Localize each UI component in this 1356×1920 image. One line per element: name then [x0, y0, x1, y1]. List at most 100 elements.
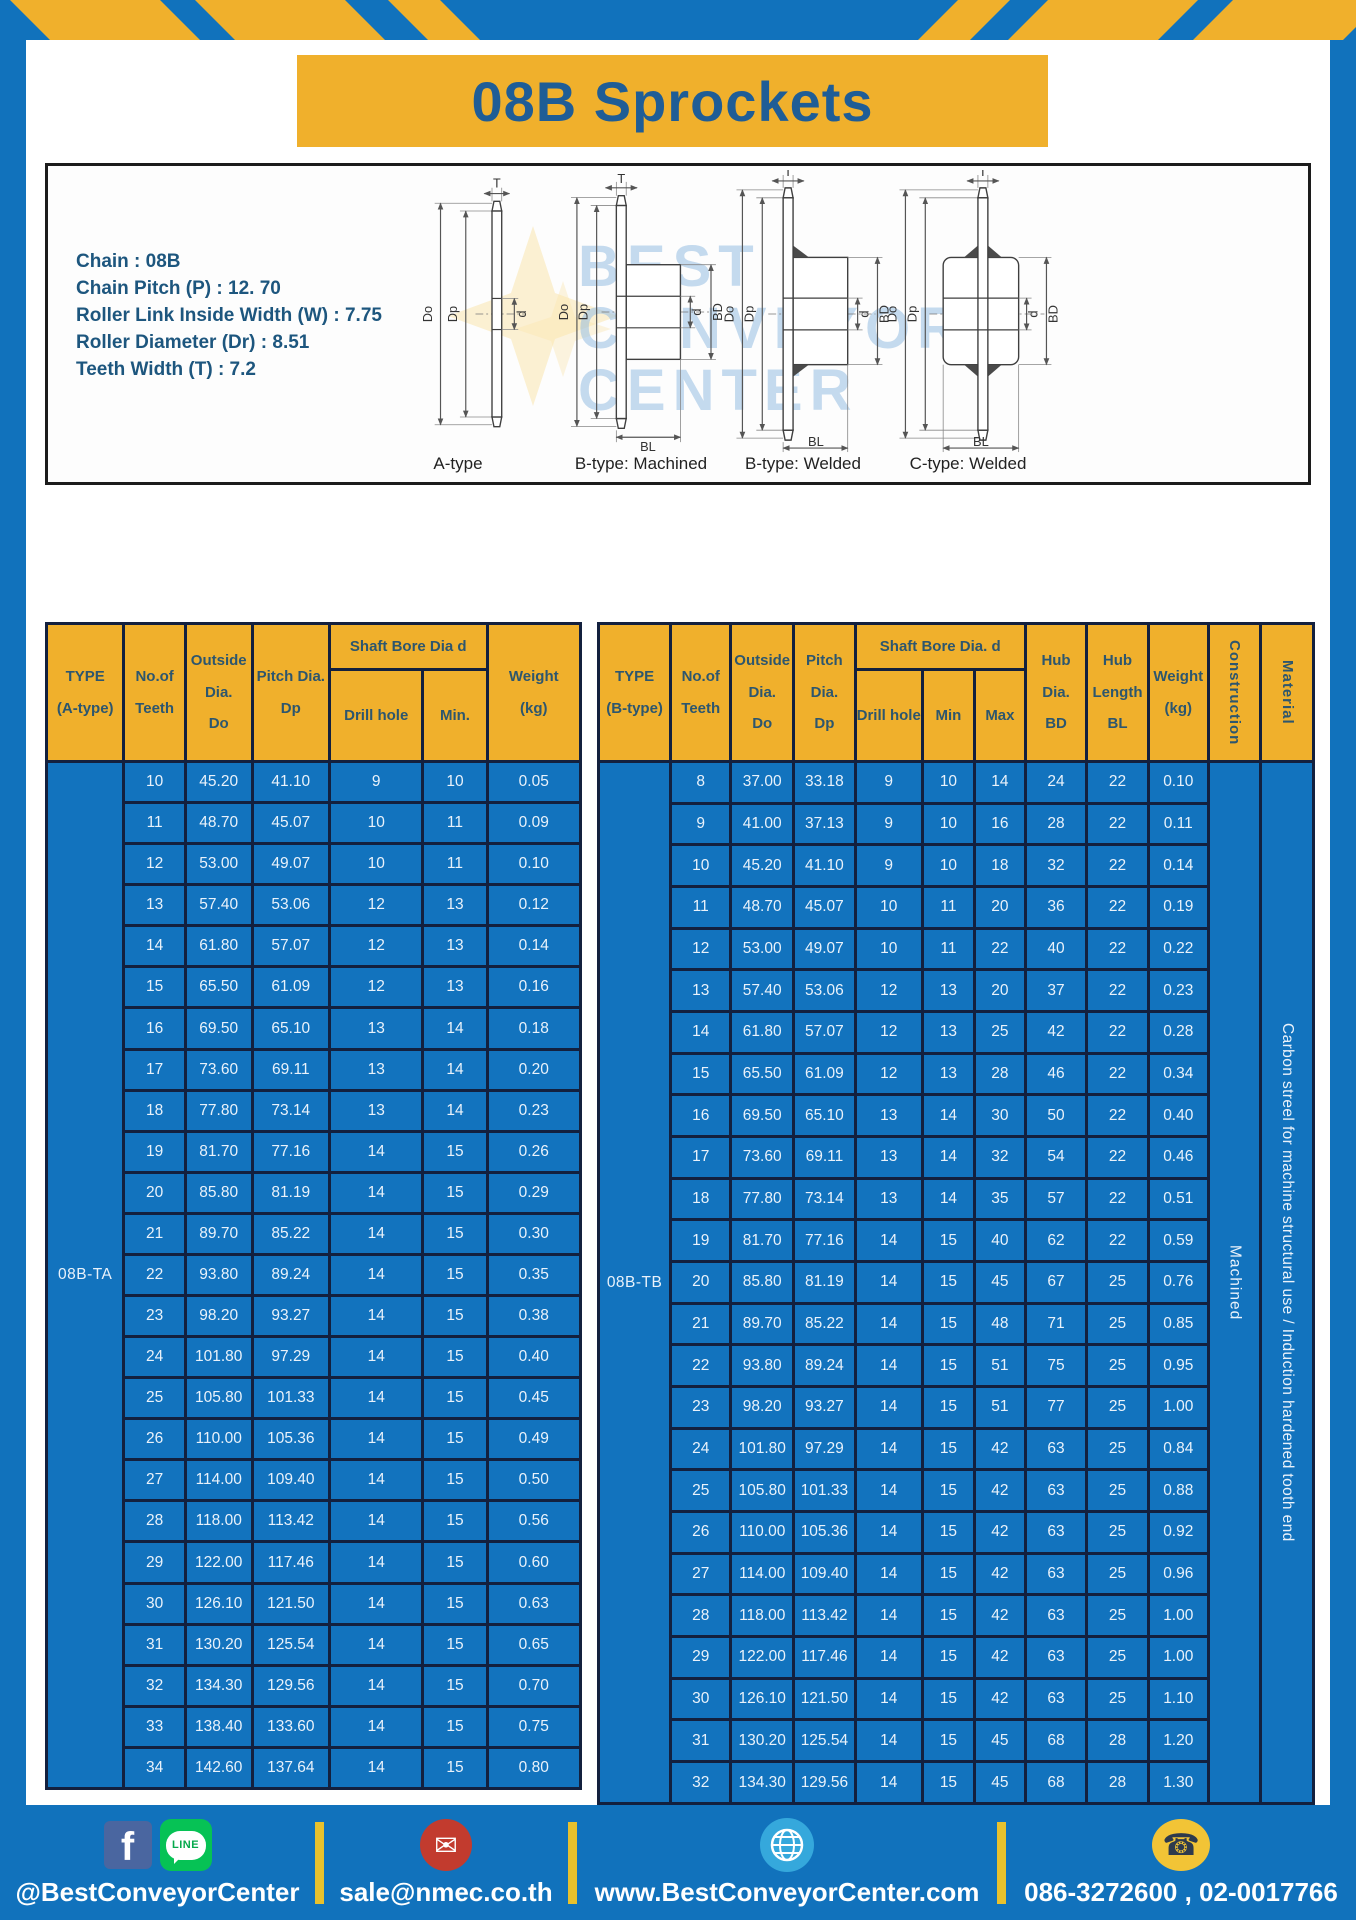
table-cell: 30	[973, 1093, 1027, 1139]
dim-label-dp: Dp	[904, 306, 919, 323]
stripe-decoration	[1193, 0, 1356, 40]
table-cell: 19	[122, 1129, 187, 1174]
table-cell: 37.13	[792, 801, 857, 847]
table-cell: 27	[122, 1458, 187, 1503]
table-cell: 15	[920, 1426, 977, 1472]
table-cell: 13	[853, 1176, 924, 1222]
table-cell: 129.56	[250, 1663, 332, 1708]
table-cell: 14	[327, 1540, 425, 1585]
table-cell: 68	[1023, 1760, 1089, 1805]
table-cell: 46	[1023, 1051, 1089, 1097]
table-cell: 14	[853, 1593, 924, 1639]
stripe-decoration	[10, 0, 200, 40]
table-cell: 93.27	[792, 1385, 857, 1430]
table-cell: 37	[1023, 968, 1089, 1014]
table-cell: 25	[1085, 1468, 1150, 1514]
table-cell: 16	[669, 1093, 733, 1139]
table-cell: 48.70	[729, 885, 796, 930]
table-cell: 15	[920, 1551, 977, 1597]
table-cell: 14	[327, 1417, 425, 1462]
table-cell: 31	[669, 1718, 733, 1764]
table-cell: 41.10	[250, 759, 332, 805]
table-cell: 105.80	[729, 1468, 796, 1514]
table-cell: 22	[1085, 1218, 1150, 1264]
table-row: 29 122.00 117.46 14 15 0.60	[47, 1540, 583, 1585]
table-cell: 109.40	[250, 1458, 332, 1503]
table-row: 9 41.00 37.13 9 10 16 28 22 0.11	[599, 801, 1314, 847]
table-cell: 69.50	[729, 1093, 796, 1139]
table-cell: 18	[122, 1088, 187, 1133]
table-cell: 65.10	[792, 1093, 857, 1139]
table-row: 31 130.20 125.54 14 15 0.65	[47, 1622, 583, 1667]
table-row: 22 93.80 89.24 14 15 0.35	[47, 1252, 583, 1298]
table-row: 33 138.40 133.60 14 15 0.75	[47, 1704, 583, 1749]
table-cell: 42	[973, 1635, 1027, 1680]
table-cell: 14	[973, 760, 1027, 805]
table-cell: 25	[973, 1010, 1027, 1055]
table-row: 25 105.80 101.33 14 15 42 63 25 0.88	[599, 1468, 1314, 1514]
line-bubble-tail	[173, 1857, 181, 1864]
table-cell: 29	[122, 1540, 187, 1585]
table-cell: 23	[122, 1294, 187, 1339]
table-cell: 22	[122, 1252, 187, 1298]
table-cell: 57.40	[729, 968, 796, 1014]
table-cell: 57	[1023, 1176, 1089, 1222]
table-cell: 0.92	[1146, 1510, 1210, 1555]
table-cell: 57.07	[792, 1010, 857, 1055]
table-cell: 34	[122, 1745, 187, 1791]
table-cell: 14	[853, 1426, 924, 1472]
table-cell: 113.42	[250, 1499, 332, 1544]
website-text: www.BestConveyorCenter.com	[594, 1877, 980, 1907]
table-cell: 12	[669, 926, 733, 972]
table-cell: 9	[853, 760, 924, 805]
table-cell: 0.63	[485, 1581, 583, 1626]
table-cell: 14	[920, 1176, 977, 1222]
dim-label-bl: BL	[808, 434, 824, 449]
table-cell: 11	[920, 926, 977, 972]
table-row: 16 69.50 65.10 13 14 0.18	[47, 1006, 583, 1051]
table-cell: 25	[1085, 1635, 1150, 1680]
table-cell: 61.80	[729, 1010, 796, 1055]
col-header-min: Min.	[421, 668, 489, 763]
table-cell: 109.40	[792, 1551, 857, 1597]
table-cell: 138.40	[183, 1704, 254, 1749]
table-cell: 42	[973, 1551, 1027, 1597]
table-cell: 93.80	[729, 1343, 796, 1389]
type-merged-cell: 08B-TA	[44, 760, 126, 1790]
table-row: 21 89.70 85.22 14 15 0.30	[47, 1211, 583, 1256]
table-cell: 27	[669, 1551, 733, 1597]
table-cell: 15	[421, 1499, 489, 1544]
col-header-pitch-dia: Pitch Dia. Dp	[792, 622, 857, 763]
table-cell: 114.00	[729, 1551, 796, 1597]
table-cell: 14	[920, 1135, 977, 1180]
table-cell: 63	[1023, 1468, 1089, 1514]
table-cell: 45.07	[792, 885, 857, 930]
table-row: 32 134.30 129.56 14 15 0.70	[47, 1663, 583, 1708]
contact-footer: f LINE @BestConveyorCenter ✉ sale@nmec.c…	[0, 1805, 1356, 1920]
table-cell: 14	[327, 1129, 425, 1174]
table-cell: 15	[421, 1581, 489, 1626]
table-cell: 13	[920, 1051, 977, 1097]
table-cell: 0.40	[485, 1335, 583, 1380]
dim-label-t: T	[617, 174, 625, 186]
table-cell: 9	[327, 759, 425, 805]
sprocket-drawing-a-type: T Do Dp d	[421, 178, 529, 428]
table-cell: 0.88	[1146, 1468, 1210, 1514]
table-cell: 10	[920, 760, 977, 805]
table-cell: 63	[1023, 1551, 1089, 1597]
table-cell: 75	[1023, 1343, 1089, 1389]
table-cell: 57.40	[183, 883, 254, 928]
table-cell: 10	[853, 926, 924, 972]
table-row: 11 48.70 45.07 10 11 20 36 22 0.19	[599, 885, 1314, 930]
table-cell: 130.20	[183, 1622, 254, 1667]
table-cell: 117.46	[792, 1635, 857, 1680]
footer-social-group: f LINE @BestConveyorCenter	[0, 1805, 315, 1920]
table-cell: 22	[1085, 843, 1150, 889]
table-cell: 24	[122, 1335, 187, 1380]
table-cell: 113.42	[792, 1593, 857, 1639]
table-cell: 14	[327, 1376, 425, 1421]
table-row: 31 130.20 125.54 14 15 45 68 28 1.20	[599, 1718, 1314, 1764]
table-cell: 0.30	[485, 1211, 583, 1256]
table-cell: 0.18	[485, 1006, 583, 1051]
table-cell: 15	[920, 1260, 977, 1305]
